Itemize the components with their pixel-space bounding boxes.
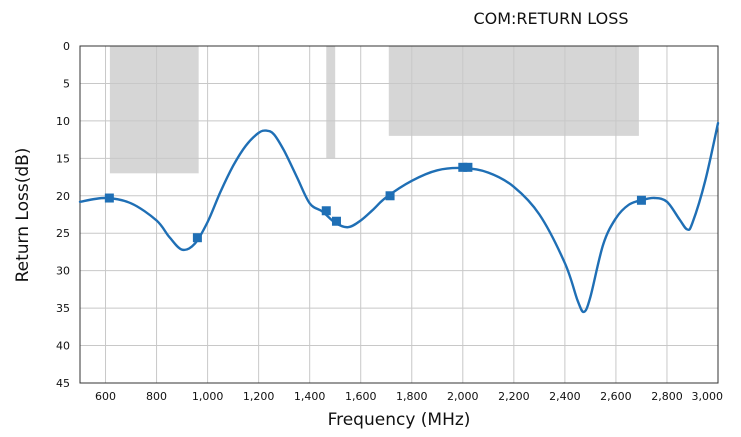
marker-point (636, 195, 646, 205)
x-tick-label: 1,600 (345, 390, 377, 403)
x-tick-label: 2,800 (651, 390, 683, 403)
x-tick-label: 3,000 (692, 390, 724, 403)
y-tick-label: 45 (56, 377, 70, 390)
marker-point (331, 216, 341, 226)
marker-point (463, 162, 473, 172)
x-tick-label: 600 (95, 390, 116, 403)
x-tick-label: 1,000 (192, 390, 224, 403)
plot-frame (79, 45, 719, 384)
marker-points (104, 162, 646, 243)
y-tick-labels: 0 5 10 15 20 25 30 35 40 45 (56, 40, 70, 390)
grid-lines (80, 45, 719, 384)
y-tick-label: 15 (56, 152, 70, 165)
mask-region-1 (109, 46, 199, 174)
x-axis-label: Frequency (MHz) (328, 410, 471, 430)
x-tick-label: 2,200 (498, 390, 530, 403)
marker-point (104, 193, 114, 203)
y-tick-label: 10 (56, 115, 70, 128)
marker-point (385, 191, 395, 201)
y-tick-label: 0 (63, 40, 70, 53)
x-tick-label: 1,400 (294, 390, 326, 403)
y-axis-label: Return Loss(dB) (13, 148, 33, 283)
x-tick-label: 2,600 (600, 390, 632, 403)
x-tick-label: 2,400 (549, 390, 581, 403)
mask-regions (109, 46, 639, 174)
x-tick-label: 2,000 (447, 390, 479, 403)
x-tick-label: 1,800 (396, 390, 428, 403)
y-tick-label: 5 (63, 77, 70, 90)
y-tick-label: 35 (56, 302, 70, 315)
chart-title: COM:RETURN LOSS (473, 9, 628, 28)
y-tick-label: 25 (56, 227, 70, 240)
mask-region-2 (326, 46, 336, 159)
marker-point (321, 206, 331, 216)
x-tick-label: 1,200 (243, 390, 275, 403)
y-tick-label: 20 (56, 190, 70, 203)
marker-point (192, 233, 202, 243)
marker-point (458, 162, 468, 172)
x-tick-label: 800 (146, 390, 167, 403)
x-tick-labels: 600 800 1,000 1,200 1,400 1,600 1,800 2,000 2,20… (95, 390, 723, 403)
y-tick-label: 40 (56, 340, 70, 353)
y-tick-label: 30 (56, 265, 70, 278)
